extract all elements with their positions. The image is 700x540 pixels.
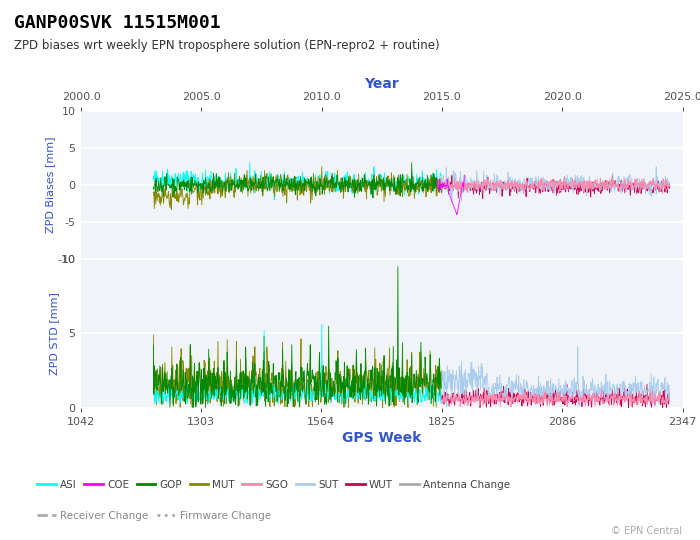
Text: ZPD biases wrt weekly EPN troposphere solution (EPN-repro2 + routine): ZPD biases wrt weekly EPN troposphere so… bbox=[14, 39, 440, 52]
Legend: ASI, COE, GOP, MUT, SGO, SUT, WUT, Antenna Change: ASI, COE, GOP, MUT, SGO, SUT, WUT, Anten… bbox=[33, 476, 514, 494]
X-axis label: GPS Week: GPS Week bbox=[342, 431, 421, 445]
Y-axis label: ZPD STD [mm]: ZPD STD [mm] bbox=[49, 292, 59, 375]
X-axis label: Year: Year bbox=[364, 77, 399, 91]
Y-axis label: ZPD Biases [mm]: ZPD Biases [mm] bbox=[45, 137, 55, 233]
Text: GANP00SVK 11515M001: GANP00SVK 11515M001 bbox=[14, 14, 220, 31]
Legend: Receiver Change, Firmware Change: Receiver Change, Firmware Change bbox=[33, 507, 275, 525]
Text: © EPN Central: © EPN Central bbox=[611, 525, 682, 536]
